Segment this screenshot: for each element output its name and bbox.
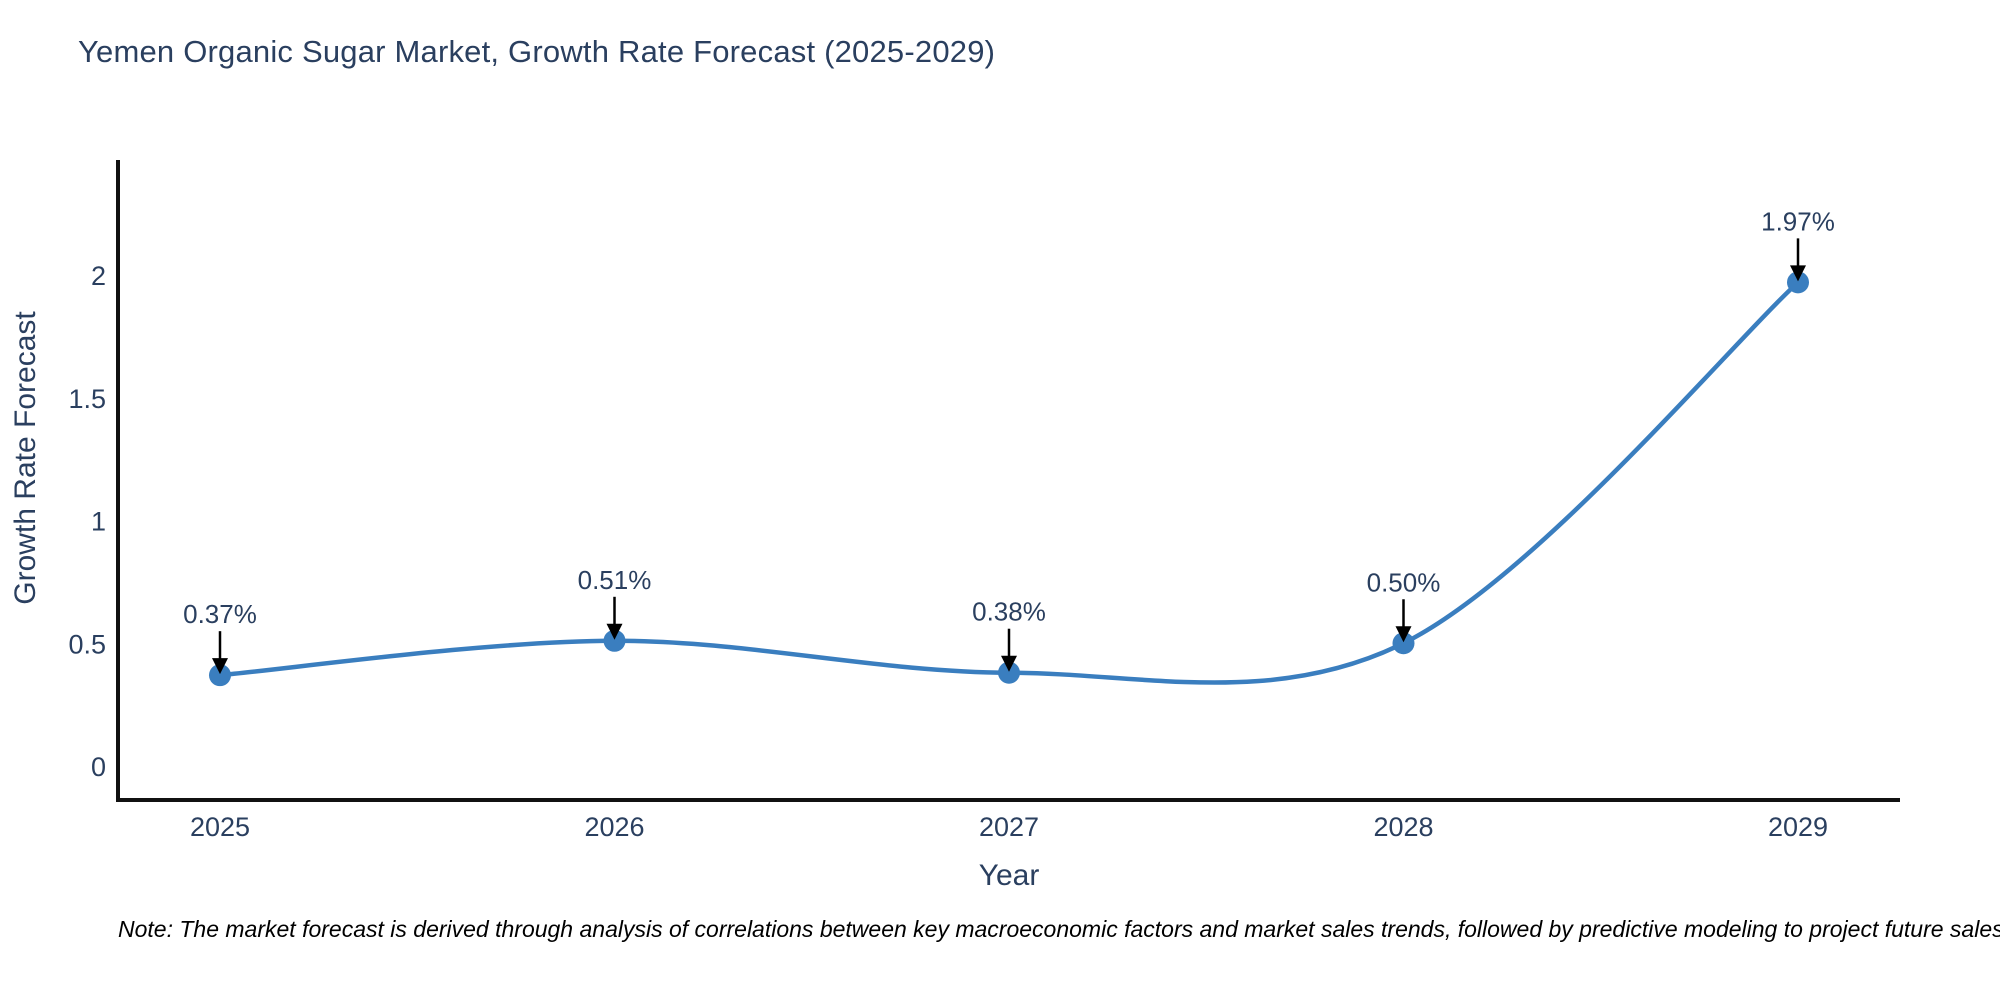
annotation-arrow-head [606, 623, 623, 640]
data-point-label: 0.38% [972, 597, 1046, 627]
forecast-line [217, 280, 1801, 685]
x-tick-label: 2026 [584, 812, 644, 842]
y-tick-label: 0.5 [68, 629, 106, 659]
chart-title: Yemen Organic Sugar Market, Growth Rate … [78, 34, 996, 69]
data-point-label: 0.50% [1367, 567, 1441, 597]
annotation-arrow-head [212, 658, 228, 675]
y-tick-label: 0 [91, 752, 106, 782]
data-point-marker [209, 664, 231, 687]
data-point-marker [998, 661, 1020, 684]
x-tick-label: 2028 [1373, 812, 1433, 842]
data-point-marker [603, 629, 626, 652]
y-tick-label: 2 [91, 261, 106, 291]
data-point-label: 1.97% [1761, 206, 1835, 236]
x-tick-label: 2025 [190, 812, 250, 842]
annotation-arrow-head [1001, 655, 1017, 672]
x-tick-label: 2029 [1768, 812, 1828, 842]
data-point-label: 0.51% [578, 565, 652, 595]
y-tick-label: 1 [91, 507, 106, 537]
annotation-arrow-head [1395, 626, 1412, 643]
annotation-arrow-head [1790, 265, 1806, 282]
data-point-marker [1392, 632, 1415, 655]
x-axis-title: Year [978, 859, 1040, 892]
y-tick-label: 1.5 [68, 384, 106, 414]
data-point-label: 0.37% [183, 599, 257, 629]
footnote: Note: The market forecast is derived thr… [118, 916, 2000, 942]
data-point-marker [1787, 271, 1809, 294]
x-tick-label: 2027 [979, 812, 1039, 842]
